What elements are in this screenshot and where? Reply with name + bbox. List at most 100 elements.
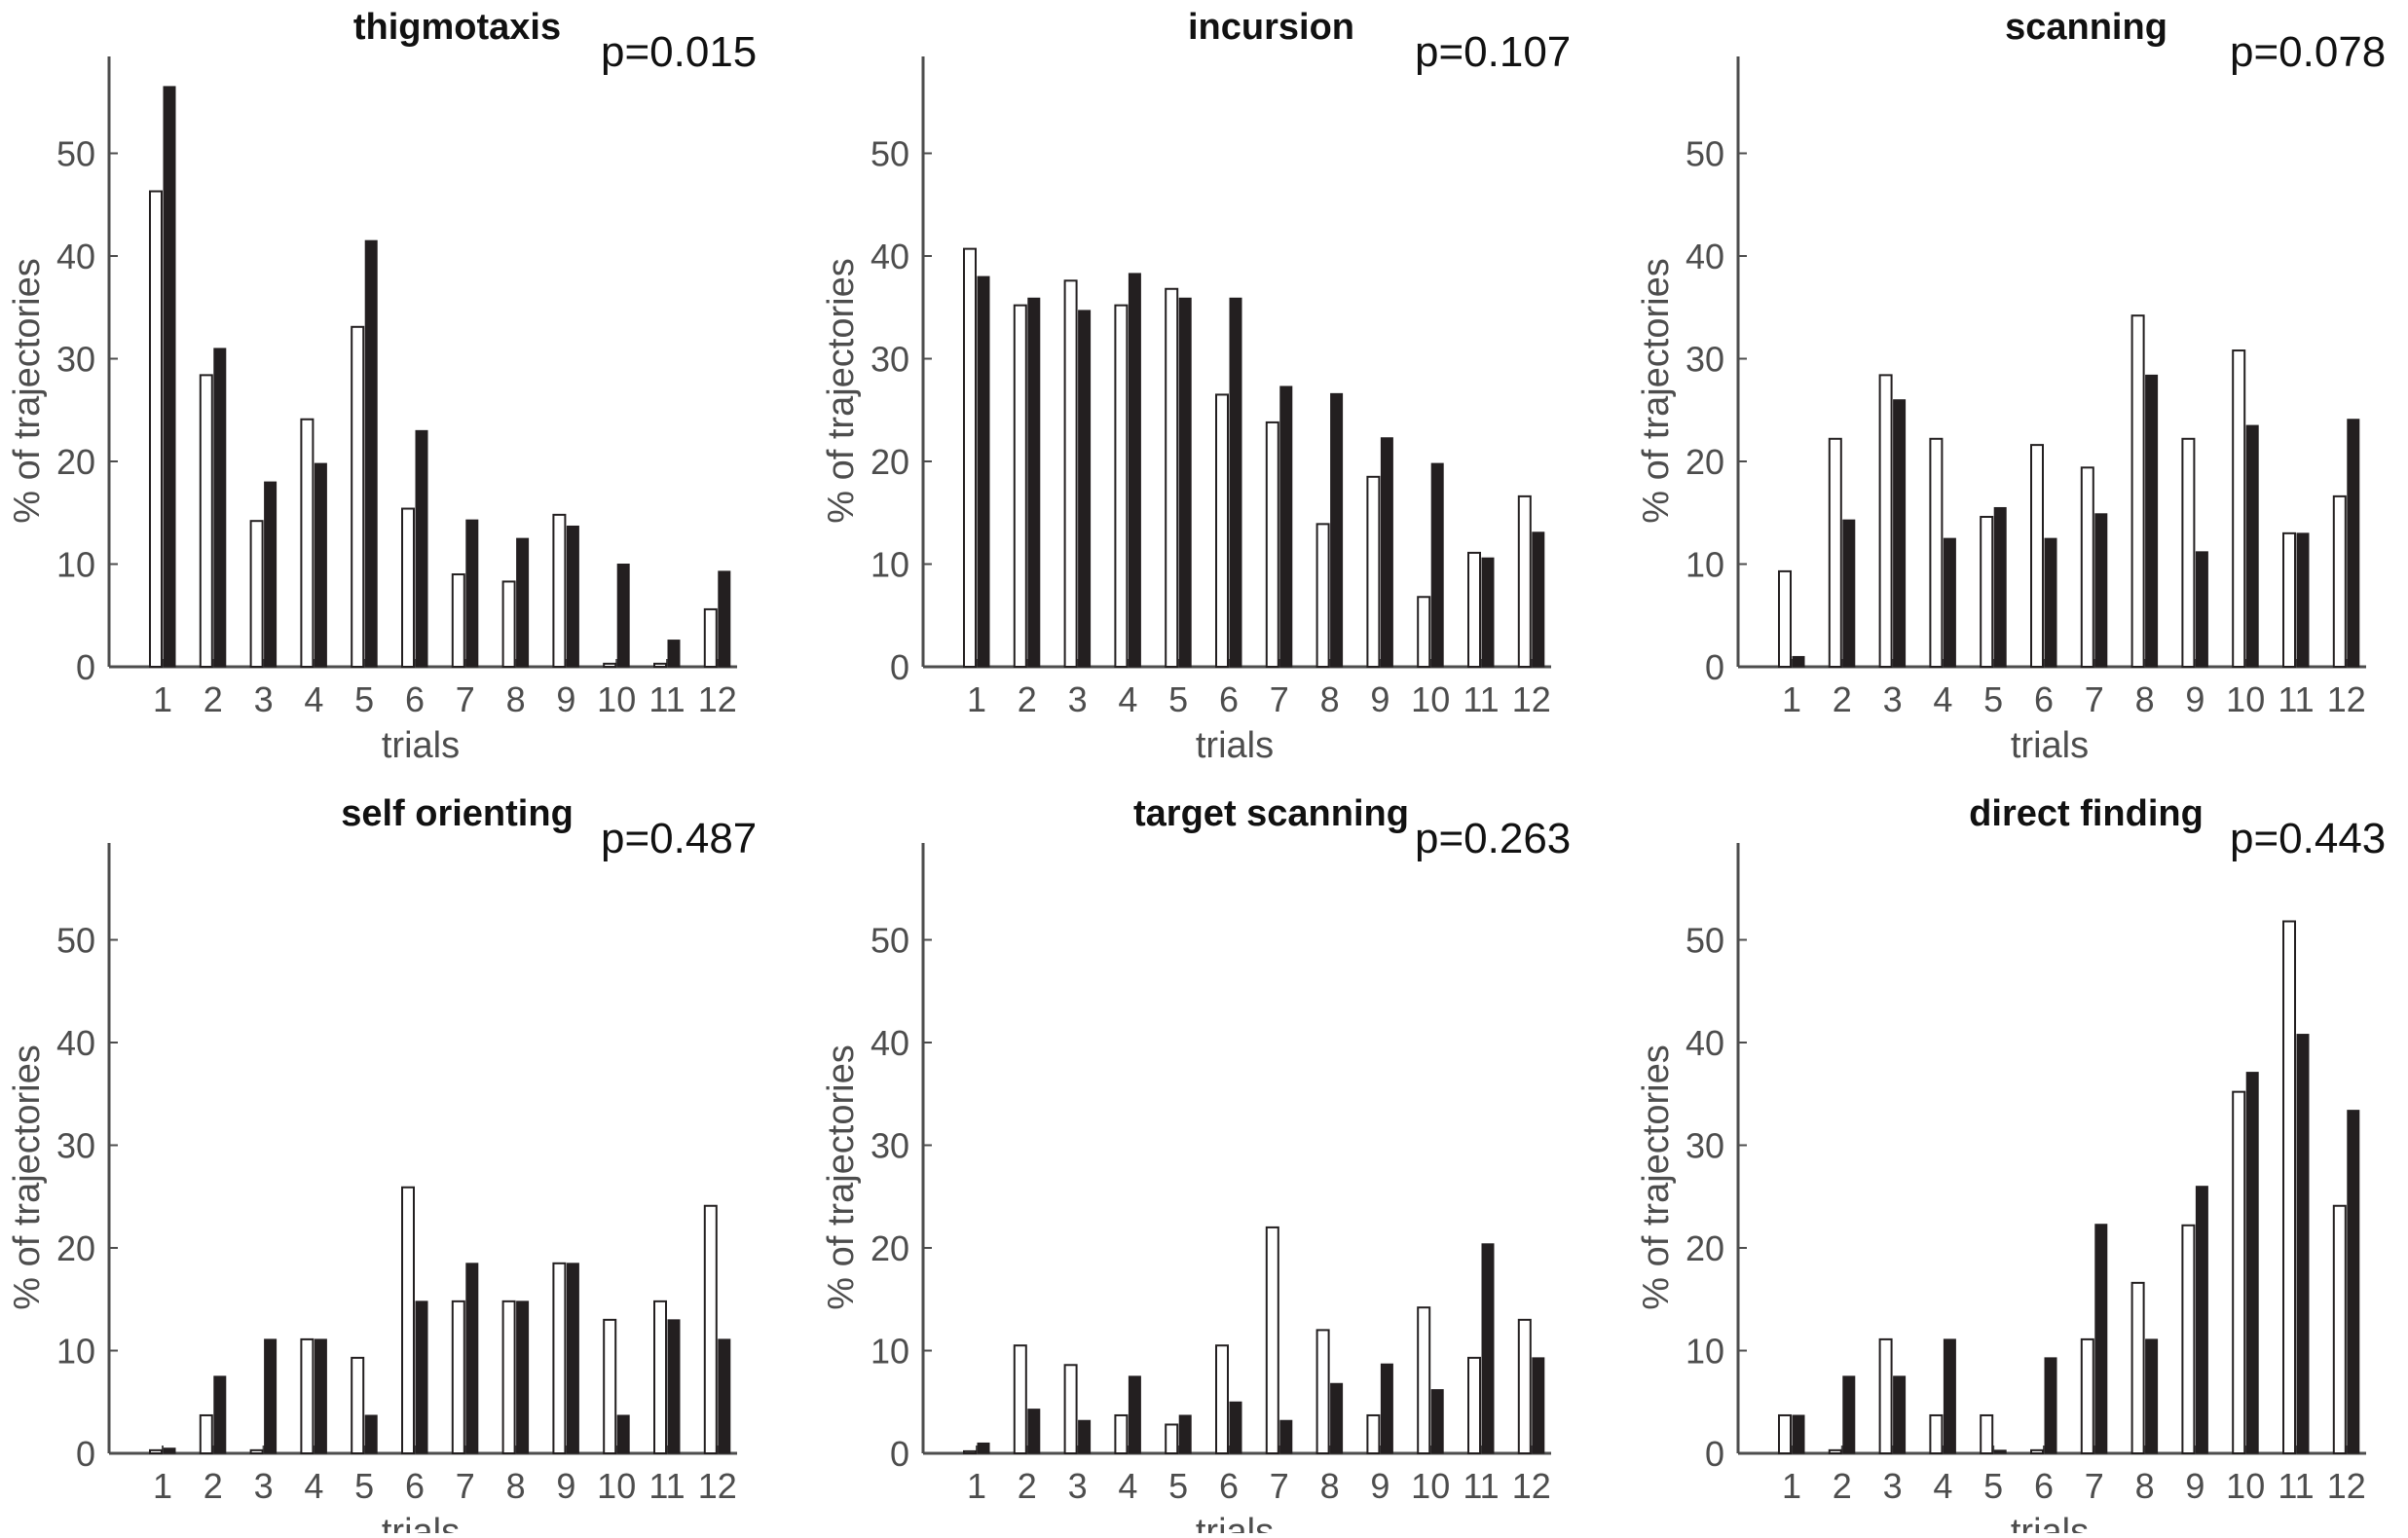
x-tick-label: 4 <box>304 679 323 719</box>
y-tick-label: 40 <box>56 237 95 276</box>
bar-group-a <box>1215 393 1229 668</box>
bar-group-b <box>1481 557 1495 668</box>
p-value-label: p=0.107 <box>1415 28 1571 76</box>
bar-group-a <box>1929 437 1944 669</box>
bar-group-a <box>2232 1090 2246 1454</box>
x-tick-label: 2 <box>204 1466 223 1506</box>
bar-group-a <box>501 1300 516 1454</box>
bar-group-a <box>2130 1281 2145 1454</box>
bar-group-b <box>667 1319 681 1454</box>
bar-group-a <box>2232 349 2246 668</box>
bar-group-b <box>1078 1419 1092 1454</box>
bar-group-a <box>1114 1413 1129 1454</box>
x-tick-label: 12 <box>2327 1466 2366 1506</box>
panel-title: direct finding <box>1969 793 2204 834</box>
bar-group-a <box>1929 1413 1944 1454</box>
bar-group-b <box>163 86 176 668</box>
y-tick-label: 10 <box>871 1332 909 1372</box>
x-tick-label: 11 <box>648 679 685 719</box>
bar-group-b <box>1128 273 1141 668</box>
bar-group-b <box>213 1375 227 1454</box>
x-tick-label: 3 <box>1883 679 1903 719</box>
bar-group-a <box>703 1204 718 1454</box>
bar-group-b <box>616 1414 630 1454</box>
x-tick-label: 7 <box>456 1466 475 1506</box>
bar-group-a <box>401 1186 415 1454</box>
bar-group-b <box>1078 310 1092 668</box>
x-tick-label: 1 <box>153 679 172 719</box>
bar-group-b <box>314 462 327 668</box>
x-tick-label: 8 <box>1320 679 1340 719</box>
bar-group-b <box>1128 1375 1141 1454</box>
bar-group-b <box>1229 1401 1242 1454</box>
bar-group-b <box>667 640 681 668</box>
y-tick-label: 30 <box>871 1126 909 1166</box>
x-tick-label: 10 <box>2226 679 2265 719</box>
x-tick-label: 8 <box>506 1466 526 1506</box>
bar-group-b <box>1330 392 1344 668</box>
bar-group-b <box>2245 424 2259 668</box>
bar-group-b <box>2145 1338 2159 1454</box>
bar-group-a <box>351 325 365 668</box>
p-value-label: p=0.487 <box>601 815 757 862</box>
y-axis-label: % of trajectories <box>821 1044 862 1309</box>
x-axis-label: trials <box>1196 1512 1274 1533</box>
bar-group-a <box>2130 314 2145 668</box>
y-tick-label: 20 <box>1686 1228 1724 1268</box>
bar-group-a <box>1215 1344 1229 1454</box>
bar-group-a <box>149 1448 163 1454</box>
bar-group-b <box>2347 1110 2360 1454</box>
y-tick-label: 10 <box>1686 545 1724 585</box>
panel-title: scanning <box>2005 7 2167 48</box>
bar-group-b <box>718 570 731 668</box>
bar-group-b <box>1279 385 1293 668</box>
bar-group-a <box>2332 494 2347 668</box>
bar-group-b <box>1532 1357 1545 1454</box>
x-tick-label: 4 <box>304 1466 323 1506</box>
bar-group-b <box>415 1300 428 1454</box>
x-tick-label: 11 <box>1463 1466 1499 1506</box>
x-tick-label: 1 <box>1782 679 1801 719</box>
bar-group-a <box>1980 515 1994 668</box>
x-tick-label: 7 <box>456 679 475 719</box>
x-tick-label: 9 <box>556 1466 575 1506</box>
bar-group-b <box>314 1338 327 1454</box>
x-tick-label: 12 <box>1512 679 1551 719</box>
bar-group-a <box>501 580 516 668</box>
bar-group-b <box>1430 462 1444 668</box>
bar-group-a <box>1366 475 1381 669</box>
y-tick-label: 40 <box>871 1023 909 1063</box>
x-axis-label: trials <box>1196 725 1274 766</box>
x-tick-label: 12 <box>698 679 737 719</box>
bar-group-a <box>1878 1337 1893 1455</box>
bar-group-a <box>1417 1306 1431 1454</box>
bar-group-a <box>1265 421 1279 668</box>
p-value-label: p=0.078 <box>2230 28 2386 76</box>
bar-group-a <box>2282 531 2296 668</box>
bar-group-a <box>1063 279 1078 668</box>
bar-group-b <box>977 1442 990 1454</box>
bar-group-b <box>2044 537 2057 668</box>
bar-group-b <box>1178 1414 1192 1454</box>
x-axis-label: trials <box>2011 1512 2089 1533</box>
bar-group-a <box>1517 1318 1532 1454</box>
bar-group-b <box>566 1263 579 1454</box>
x-tick-label: 10 <box>2226 1466 2265 1506</box>
x-tick-label: 2 <box>204 679 223 719</box>
y-tick-label: 40 <box>1686 237 1724 276</box>
bar-group-b <box>1893 399 1907 668</box>
y-tick-label: 0 <box>76 647 95 687</box>
bar-group-b <box>264 481 278 668</box>
x-tick-label: 4 <box>1118 679 1137 719</box>
x-tick-label: 5 <box>1168 1466 1188 1506</box>
bar-group-a <box>653 662 667 669</box>
bar-group-a <box>1828 1448 1842 1454</box>
x-tick-label: 6 <box>1219 1466 1239 1506</box>
bar-group-a <box>249 520 264 668</box>
bar-group-b <box>1842 1375 1856 1454</box>
bar-group-b <box>264 1338 278 1454</box>
x-tick-label: 12 <box>2327 679 2366 719</box>
y-tick-label: 20 <box>1686 442 1724 482</box>
bar-group-b <box>1993 506 2007 668</box>
